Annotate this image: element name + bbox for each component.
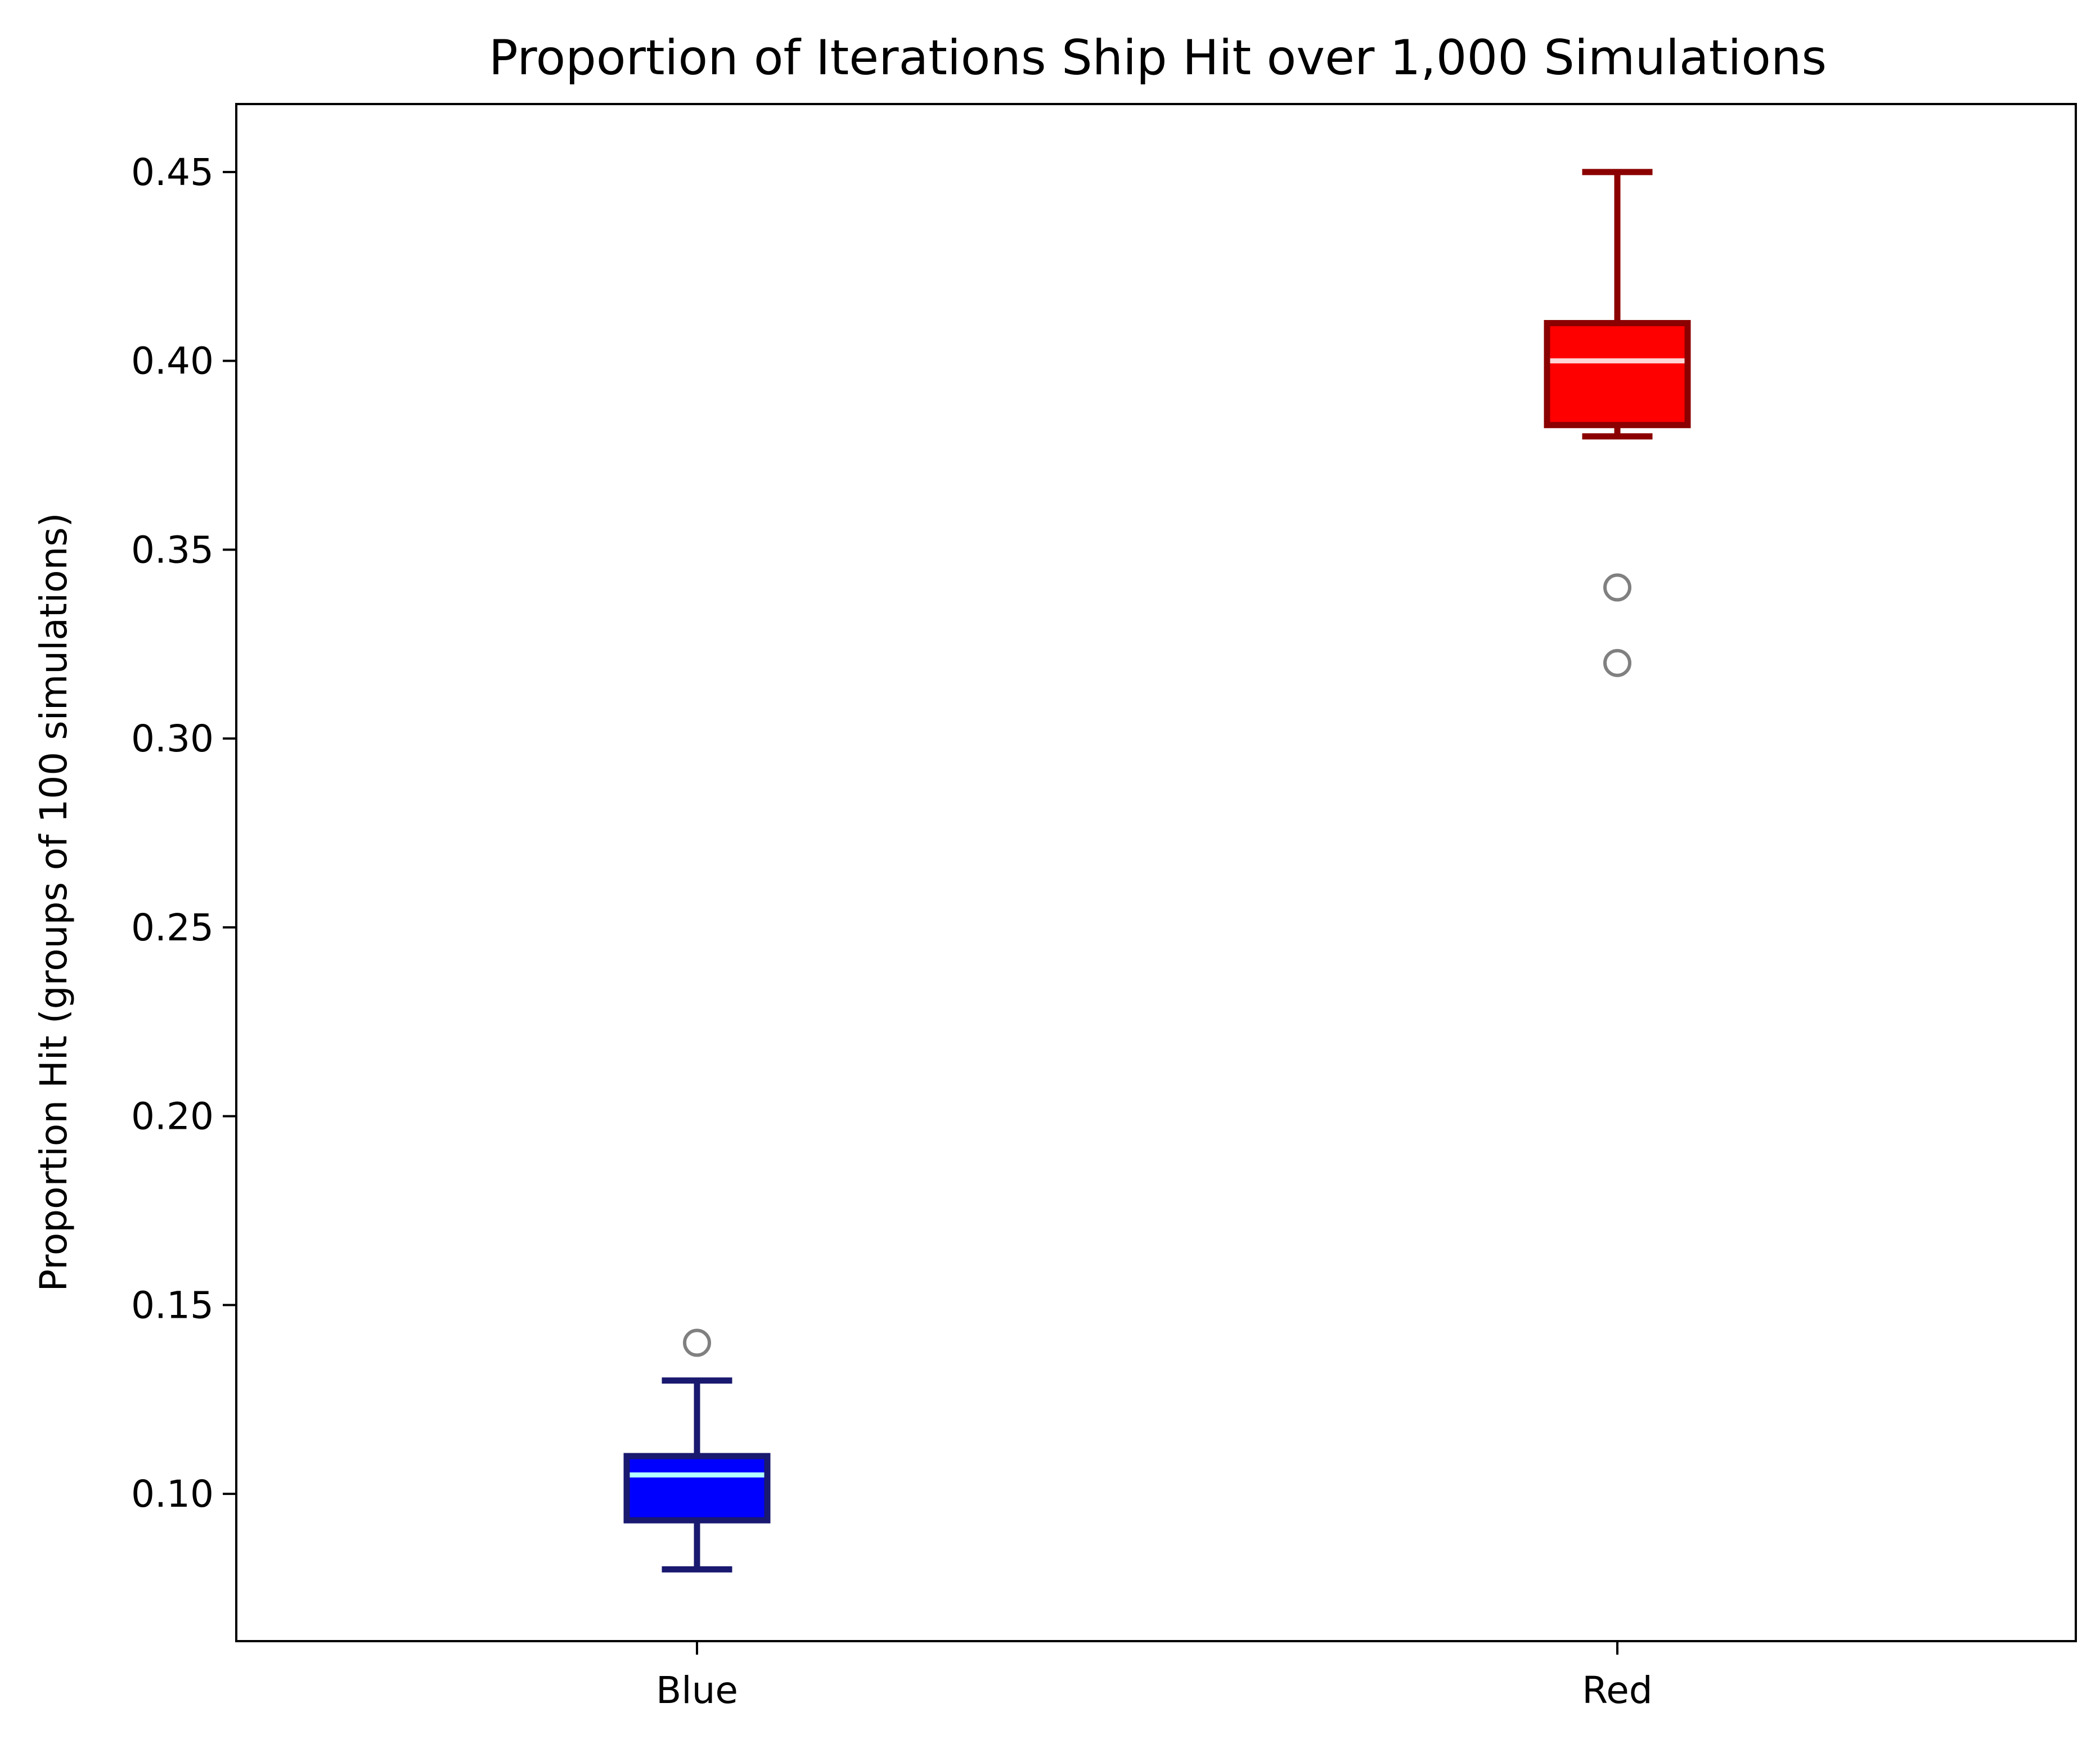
box-series (623, 169, 1691, 1573)
iqr-box-red (1544, 319, 1691, 429)
outlier-point-blue (683, 1328, 711, 1357)
y-tick-label: 0.15 (131, 1283, 214, 1327)
plot-area-frame (235, 103, 2077, 1642)
y-axis-ticks: 0.10 0.15 0.20 0.25 0.30 0.35 0.40 0.45 (131, 151, 236, 1516)
outlier-point-red (1603, 573, 1631, 602)
chart-title: Proportion of Iterations Ship Hit over 1… (489, 30, 1827, 86)
x-tick-label-red: Red (1582, 1669, 1652, 1712)
y-tick-label: 0.25 (131, 906, 214, 949)
y-axis-label: Proportion Hit (groups of 100 simulation… (32, 513, 75, 1292)
x-axis-ticks: Blue Red (656, 1641, 1653, 1712)
y-tick-label: 0.10 (131, 1472, 214, 1516)
iqr-box-blue (623, 1453, 771, 1524)
box-red (1544, 169, 1691, 677)
y-tick-label: 0.40 (131, 340, 214, 383)
y-tick-label: 0.45 (131, 151, 214, 194)
x-tick-label-blue: Blue (656, 1669, 738, 1712)
outlier-point-red (1603, 648, 1631, 677)
y-tick-label: 0.20 (131, 1095, 214, 1138)
box-blue (623, 1328, 771, 1573)
y-tick-label: 0.30 (131, 717, 214, 760)
y-tick-label: 0.35 (131, 528, 214, 571)
